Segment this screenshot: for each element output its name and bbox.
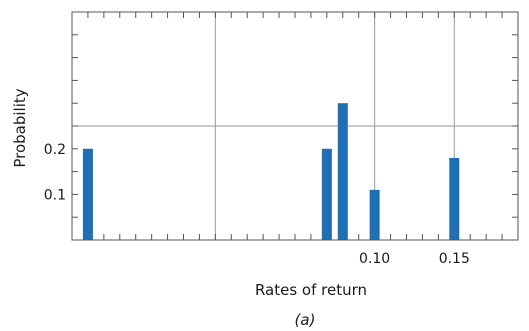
axis-ticks	[72, 12, 518, 240]
figure-caption: (a)	[295, 311, 316, 329]
bar	[82, 148, 93, 240]
x-tick-label: 0.10	[359, 251, 390, 267]
y-tick-labels: 0.1 0.2	[44, 142, 66, 204]
bar	[449, 157, 460, 240]
y-tick-label: 0.2	[44, 142, 66, 158]
bar	[321, 148, 332, 240]
y-axis-title: Probability	[11, 88, 29, 167]
bars	[82, 103, 460, 240]
x-axis-title: Rates of return	[255, 281, 367, 299]
bar	[337, 103, 348, 240]
x-tick-labels: 0.10 0.15	[359, 251, 470, 267]
bar	[369, 189, 380, 240]
y-tick-label: 0.1	[44, 187, 66, 203]
x-tick-label: 0.15	[439, 251, 470, 267]
plot-frame	[71, 11, 519, 241]
